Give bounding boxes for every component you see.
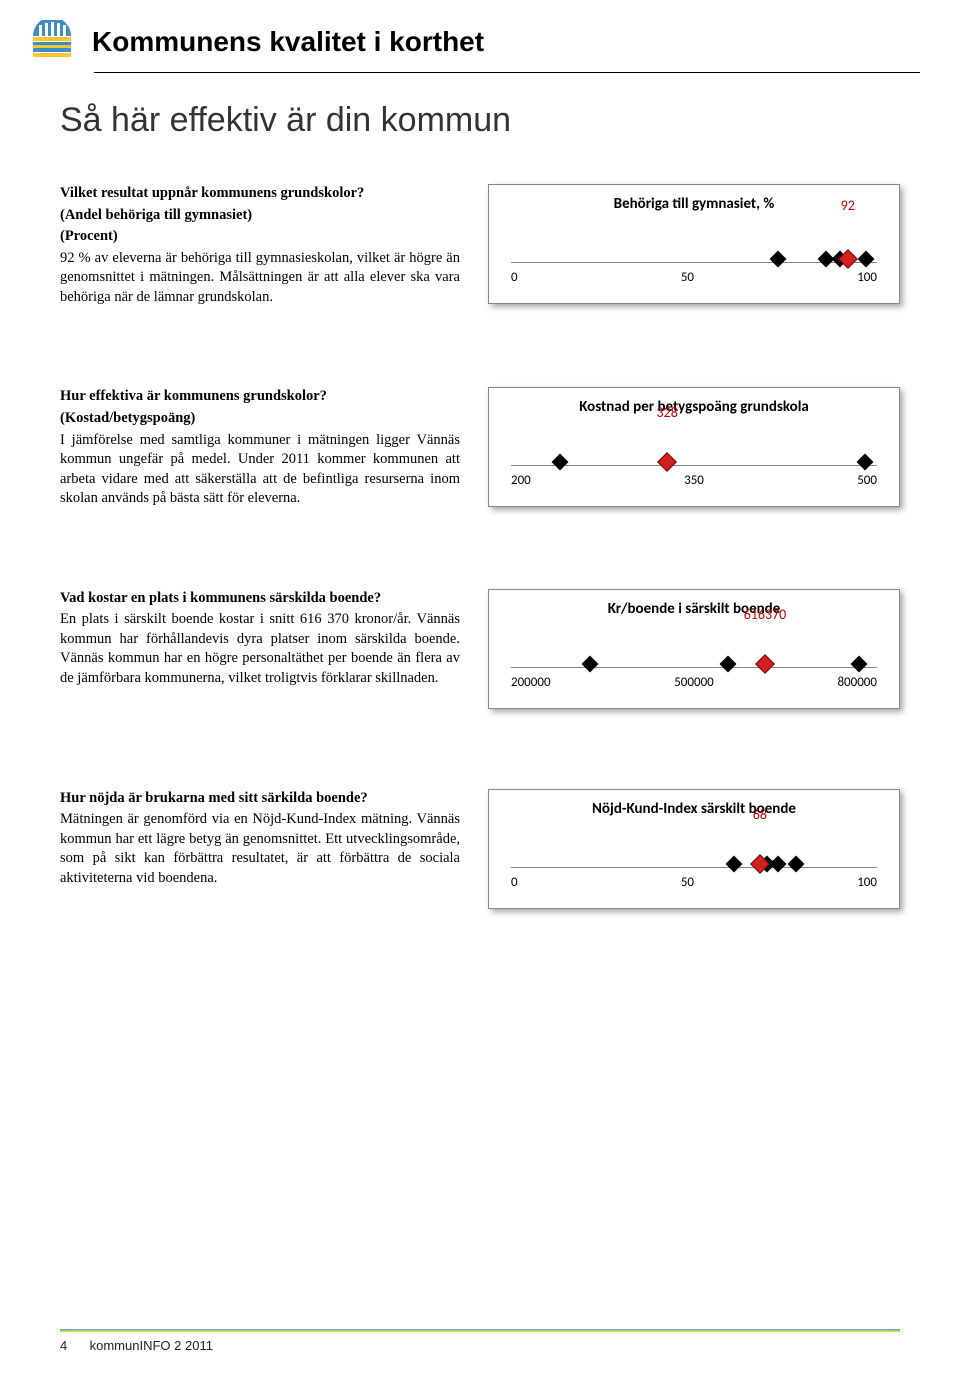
marker-black-icon <box>858 251 875 268</box>
chart-value-label: 92 <box>841 197 855 214</box>
page-number: 4 <box>60 1338 86 1353</box>
chart-inner: Kr/boende i särskilt boende616370 200000 5… <box>511 600 877 690</box>
footer-text: 4 kommunINFO 2 2011 <box>60 1338 900 1353</box>
question-title: Vad kostar en plats i kommunens särskild… <box>60 589 460 609</box>
tick-label: 200000 <box>511 675 551 690</box>
text-column: Hur nöjda är brukarna med sitt särkilda … <box>60 789 460 909</box>
chart-column: Kr/boende i särskilt boende616370 200000 5… <box>488 589 900 709</box>
tick-label: 350 <box>684 473 704 488</box>
question-body: Mätningen är genomförd via en Nöjd-Kund-… <box>60 810 460 888</box>
question-title: Hur nöjda är brukarna med sitt särkilda … <box>60 789 460 809</box>
chart-column: Kostnad per betygspoäng grundskola328 200… <box>488 387 900 508</box>
footer-rule <box>60 1329 900 1332</box>
chart-inner: Nöjd-Kund-Index särskilt boende68 0 50 100 <box>511 800 877 890</box>
tick-label: 100 <box>857 270 877 285</box>
marker-black-icon <box>582 655 599 672</box>
tick-labels: 200000 500000 800000 <box>511 675 877 690</box>
marker-red-icon <box>657 452 677 472</box>
marker-row <box>511 854 877 874</box>
marker-row <box>511 249 877 269</box>
section: Hur effektiva är kommunens grundskolor?(… <box>60 387 900 508</box>
chart-value-label: 616370 <box>744 606 787 623</box>
tick-labels: 0 50 100 <box>511 875 877 890</box>
tick-label: 100 <box>857 875 877 890</box>
question-body: I jämförelse med samtliga kommuner i mät… <box>60 431 460 509</box>
marker-black-icon <box>788 855 805 872</box>
tick-label: 50 <box>681 875 694 890</box>
marker-red-icon <box>755 654 775 674</box>
chart-title-row: Nöjd-Kund-Index särskilt boende <box>511 800 877 822</box>
header-title: Kommunens kvalitet i korthet <box>92 26 484 58</box>
tick-label: 500000 <box>674 675 714 690</box>
marker-black-icon <box>770 251 787 268</box>
header: Kommunens kvalitet i korthet <box>0 0 960 72</box>
chart-box: Nöjd-Kund-Index särskilt boende68 0 50 100 <box>488 789 900 909</box>
footer: 4 kommunINFO 2 2011 <box>60 1329 900 1353</box>
chart-column: Nöjd-Kund-Index särskilt boende68 0 50 100 <box>488 789 900 909</box>
text-column: Vad kostar en plats i kommunens särskild… <box>60 589 460 709</box>
chart-value-label: 68 <box>753 806 767 823</box>
marker-black-icon <box>726 855 743 872</box>
chart-box: Kr/boende i särskilt boende616370 200000 5… <box>488 589 900 709</box>
chart-title-row: Behöriga till gymnasiet, % <box>511 195 877 217</box>
marker-black-icon <box>770 855 787 872</box>
chart-box: Behöriga till gymnasiet, % 92 0 50 100 <box>488 184 900 304</box>
chart-title: Kostnad per betygspoäng grundskola <box>579 398 809 416</box>
marker-row <box>511 654 877 674</box>
chart-column: Behöriga till gymnasiet, % 92 0 50 100 <box>488 184 900 307</box>
tick-label: 50 <box>681 270 694 285</box>
question-body: 92 % av eleverna är behöriga till gymnas… <box>60 249 460 308</box>
chart-title: Behöriga till gymnasiet, % <box>614 195 775 213</box>
chart-box: Kostnad per betygspoäng grundskola328 200… <box>488 387 900 507</box>
tick-label: 800000 <box>837 675 877 690</box>
tick-labels: 200 350 500 <box>511 473 877 488</box>
tick-label: 200 <box>511 473 531 488</box>
tick-label: 500 <box>857 473 877 488</box>
chart-value-label: 328 <box>657 404 678 421</box>
chart-title-row: Kostnad per betygspoäng grundskola <box>511 398 877 420</box>
question-title: Hur effektiva är kommunens grundskolor? <box>60 387 460 407</box>
chart-title-row: Kr/boende i särskilt boende <box>511 600 877 622</box>
section: Vad kostar en plats i kommunens särskild… <box>60 589 900 709</box>
page-content: Så här effektiv är din kommun Vilket res… <box>0 73 960 909</box>
question-subtitle: (Andel behöriga till gymnasiet) <box>60 206 460 226</box>
tick-labels: 0 50 100 <box>511 270 877 285</box>
question-body: En plats i särskilt boende kostar i snit… <box>60 610 460 688</box>
marker-black-icon <box>719 655 736 672</box>
tick-label: 0 <box>511 875 518 890</box>
question-subtitle: (Procent) <box>60 227 460 247</box>
municipality-logo-icon <box>30 20 74 64</box>
marker-black-icon <box>551 454 568 471</box>
footer-label: kommunINFO 2 2011 <box>90 1338 213 1353</box>
text-column: Hur effektiva är kommunens grundskolor?(… <box>60 387 460 508</box>
marker-black-icon <box>850 655 867 672</box>
text-column: Vilket resultat uppnår kommunens grundsk… <box>60 184 460 307</box>
marker-black-icon <box>856 454 873 471</box>
section: Vilket resultat uppnår kommunens grundsk… <box>60 184 900 307</box>
chart-inner: Kostnad per betygspoäng grundskola328 200… <box>511 398 877 488</box>
tick-label: 0 <box>511 270 518 285</box>
section: Hur nöjda är brukarna med sitt särkilda … <box>60 789 900 909</box>
page-subtitle: Så här effektiv är din kommun <box>60 101 900 140</box>
question-subtitle: (Kostad/betygspoäng) <box>60 409 460 429</box>
question-title: Vilket resultat uppnår kommunens grundsk… <box>60 184 460 204</box>
chart-inner: Behöriga till gymnasiet, % 92 0 50 100 <box>511 195 877 285</box>
marker-row <box>511 452 877 472</box>
